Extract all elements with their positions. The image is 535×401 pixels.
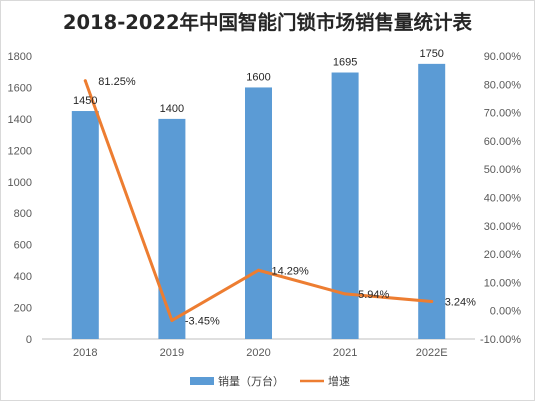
bar [331,72,359,339]
left-y-tick-label: 400 [14,271,32,283]
left-y-tick-label: 600 [14,240,32,252]
right-y-tick-label: 50.00% [484,164,522,176]
left-y-tick-label: 0 [26,334,32,346]
x-tick-label: 2020 [246,347,270,359]
growth-value-label: 81.25% [98,76,136,88]
line-series [83,79,434,322]
right-y-tick-label: 60.00% [484,136,522,148]
x-axis: 2018 2019 2020 2021 2022E [73,347,448,359]
right-y-tick-label: 0.00% [490,306,521,318]
line-point [343,292,347,296]
bar [418,63,446,339]
line-point [83,79,87,83]
chart-title: 2018-2022年中国智能门锁市场销售量统计表 [62,11,473,34]
bar [71,111,99,340]
growth-value-label: 5.94% [358,289,389,301]
legend-label-line: 增速 [328,374,350,388]
left-y-tick-label: 1400 [8,114,32,126]
bar [245,87,272,339]
growth-value-label: -3.45% [185,315,220,327]
line-point [257,268,260,272]
line-point [170,318,174,322]
line-point [430,300,434,304]
bar-value-label: 1695 [333,57,357,69]
right-y-tick-label: -10.00% [480,334,521,346]
right-y-tick-label: 70.00% [484,108,522,120]
left-y-tick-label: 1000 [8,177,32,189]
left-y-tick-label: 200 [14,303,32,315]
line-data-labels: 81.25% -3.45% 14.29% 5.94% 3.24% [98,76,476,328]
growth-value-label: 14.29% [272,265,310,277]
bar-value-label: 1750 [419,48,443,60]
left-y-tick-label: 1200 [8,145,32,157]
right-y-tick-label: 20.00% [484,249,522,261]
bar-series [71,63,446,340]
bar-value-label: 1450 [73,95,97,107]
legend: 销量（万台） 增速 [190,374,350,388]
right-y-tick-label: 10.00% [484,277,522,289]
x-tick-label: 2022E [416,347,448,359]
x-tick-label: 2018 [73,347,97,359]
bar [158,118,186,339]
legend-swatch-bar [190,377,214,385]
bar-value-label: 1400 [160,103,184,115]
bar-value-label: 1600 [246,71,270,83]
right-y-tick-label: 40.00% [484,193,522,205]
x-tick-label: 2021 [333,347,357,359]
left-y-tick-label: 1600 [8,82,32,94]
bar-data-labels: 1450 1400 1600 1695 1750 [73,48,444,115]
legend-label-bar: 销量（万台） [218,374,284,388]
right-y-tick-label: 30.00% [484,221,522,233]
right-y-axis: -10.00% 0.00% 10.00% 20.00% 30.00% 40.00% 50.0… [480,51,521,346]
right-y-tick-label: 90.00% [484,51,522,63]
left-y-tick-label: 800 [14,208,32,220]
left-y-tick-label: 1800 [8,51,32,63]
x-tick-label: 2019 [160,347,184,359]
left-y-axis: 0 200 400 600 800 1000 1200 1400 1600 1800 [8,51,32,346]
growth-value-label: 3.24% [445,297,476,309]
right-y-tick-label: 80.00% [484,79,522,91]
